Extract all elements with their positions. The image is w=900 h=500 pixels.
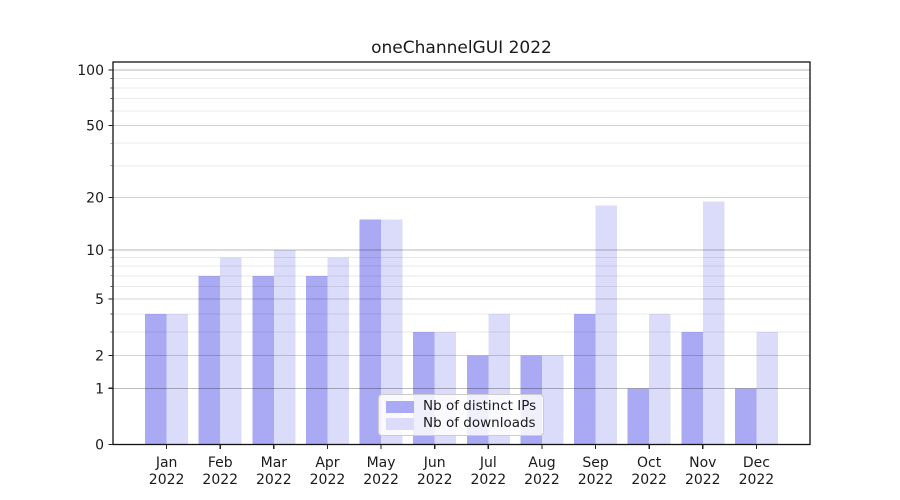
x-axis-labels: Jan2022Feb2022Mar2022Apr2022May2022Jun20… [149,455,774,488]
bar-sep-distinct-ips [574,313,596,445]
x-tick-label-month-sep: Sep [582,455,609,471]
bar-mar-downloads [273,249,296,445]
x-tick-label-month-jun: Jun [423,455,446,471]
y-tick-label-5: 5 [95,292,104,308]
x-tick-label-year-apr: 2022 [310,472,346,488]
x-tick-label-year-oct: 2022 [631,472,667,488]
x-tick-label-month-feb: Feb [208,455,233,471]
x-tick-label-year-may: 2022 [363,472,399,488]
y-tick-label-20: 20 [86,190,104,206]
x-tick-label-year-jan: 2022 [149,472,185,488]
legend-label-distinct-ips: Nb of distinct IPs [423,398,537,414]
y-tick-label-100: 100 [77,63,104,79]
x-tick-label-year-jul: 2022 [470,472,506,488]
chart-title: oneChannelGUI 2022 [371,38,552,58]
bar-feb-downloads [220,257,242,445]
bar-jan-downloads [166,313,189,445]
x-tick-label-month-mar: Mar [261,455,288,471]
bar-jan-distinct-ips [145,313,167,445]
bar-apr-distinct-ips [305,275,328,445]
x-tick-label-month-jul: Jul [479,455,497,471]
y-tick-label-50: 50 [86,118,104,134]
x-tick-label-month-may: May [367,455,396,471]
x-tick-label-year-feb: 2022 [202,472,238,488]
bar-aug-downloads [541,355,564,445]
legend-swatch-distinct-ips [386,400,414,413]
bar-mar-distinct-ips [252,275,274,445]
bar-dec-distinct-ips [734,388,757,445]
x-tick-label-month-apr: Apr [315,455,339,471]
bar-oct-distinct-ips [627,388,650,445]
y-axis-labels: 0 1 2 5 10 20 50 100 [77,63,104,454]
x-tick-label-month-aug: Aug [528,455,555,471]
x-tick-label-year-sep: 2022 [578,472,614,488]
y-tick-label-10: 10 [86,243,104,259]
x-tick-label-month-nov: Nov [689,455,716,471]
y-tick-label-1: 1 [95,381,104,397]
gridlines [113,69,810,389]
legend-item-distinct-ips: Nb of distinct IPs [386,399,536,414]
plot-frame [112,61,811,446]
x-tick-label-month-dec: Dec [743,455,770,471]
bar-oct-downloads [649,313,671,445]
x-tick-label-year-mar: 2022 [256,472,292,488]
axes-frame [112,61,811,446]
legend: Nb of distinct IPs Nb of downloads [378,394,544,436]
x-tick-label-month-oct: Oct [637,455,662,471]
y-tick-label-2: 2 [95,348,104,364]
bar-apr-downloads [327,257,349,445]
x-tick-label-year-nov: 2022 [685,472,721,488]
axis-tick-marks [108,69,757,449]
x-tick-label-year-jun: 2022 [417,472,453,488]
x-tick-label-year-dec: 2022 [739,472,775,488]
legend-label-downloads: Nb of downloads [423,415,536,431]
bar-feb-distinct-ips [198,275,221,445]
x-tick-label-year-aug: 2022 [524,472,560,488]
legend-swatch-downloads [386,417,414,430]
x-tick-label-month-jan: Jan [155,455,178,471]
legend-item-downloads: Nb of downloads [386,416,536,431]
y-tick-label-0: 0 [95,438,104,454]
bar-sep-downloads [595,205,618,445]
bar-nov-downloads [702,201,725,445]
